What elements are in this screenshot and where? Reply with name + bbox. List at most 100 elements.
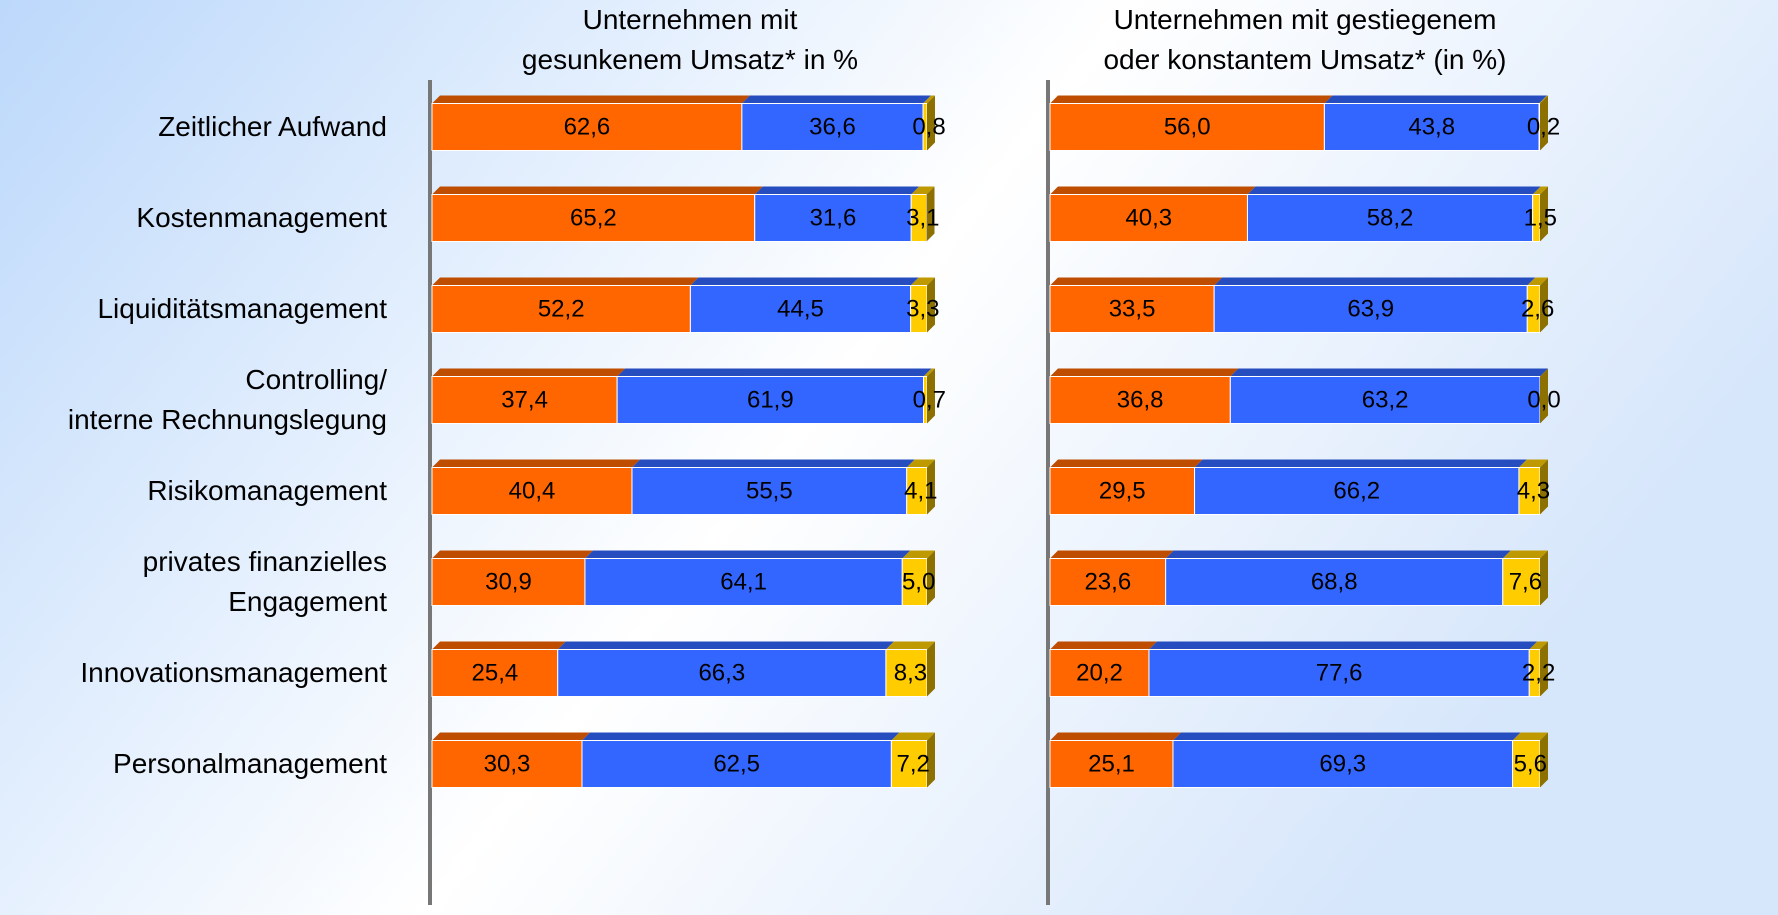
bar-top xyxy=(432,186,763,195)
bar-segment xyxy=(885,649,928,697)
bar-segment xyxy=(584,558,903,606)
bar-top xyxy=(891,732,935,741)
bar-segment xyxy=(754,194,912,242)
bar-segment xyxy=(616,376,925,424)
value-label: 33,5 xyxy=(1109,295,1156,322)
bar-top xyxy=(1050,186,1256,195)
bar-segment xyxy=(431,285,691,333)
value-label: 63,2 xyxy=(1362,386,1409,413)
bar-top xyxy=(432,459,640,468)
value-label: 0,0 xyxy=(1527,386,1560,413)
value-label: 20,2 xyxy=(1076,659,1123,686)
value-label: 1,5 xyxy=(1524,204,1557,231)
bar-segment xyxy=(1049,285,1215,333)
value-label: 69,3 xyxy=(1319,750,1366,777)
bar-segment xyxy=(1323,103,1540,151)
bar-top xyxy=(617,368,932,377)
category-label: Innovationsmanagement xyxy=(80,657,387,688)
bar-segment xyxy=(631,467,908,515)
value-label: 43,8 xyxy=(1408,113,1455,140)
bar-top xyxy=(902,550,935,559)
bar-segment xyxy=(1049,376,1231,424)
value-label: 58,2 xyxy=(1367,204,1414,231)
value-label: 36,8 xyxy=(1117,386,1164,413)
bar-top xyxy=(1502,550,1548,559)
bar-segment xyxy=(1049,558,1167,606)
value-label: 65,2 xyxy=(570,204,617,231)
value-label: 0,2 xyxy=(1527,113,1560,140)
bar-side xyxy=(927,368,935,424)
bar-top xyxy=(1172,732,1521,741)
value-label: 7,2 xyxy=(896,750,929,777)
category-label: Kostenmanagement xyxy=(136,202,387,233)
bar-top xyxy=(1194,459,1527,468)
bar-top xyxy=(1050,277,1223,286)
bar-segment xyxy=(1246,194,1534,242)
value-label: 63,9 xyxy=(1347,295,1394,322)
bar-side xyxy=(1540,277,1548,333)
bar-side xyxy=(927,95,935,151)
value-label: 40,3 xyxy=(1125,204,1172,231)
bar-side xyxy=(1540,641,1548,697)
value-label: 23,6 xyxy=(1084,568,1131,595)
value-label: 3,1 xyxy=(906,204,939,231)
bar-segment xyxy=(431,467,633,515)
bar-side xyxy=(927,641,935,697)
category-label: privates finanzielles Engagement xyxy=(143,546,388,617)
value-label: 0,8 xyxy=(912,113,945,140)
value-label: 7,6 xyxy=(1509,568,1542,595)
bar-top xyxy=(631,459,915,468)
bar-segment xyxy=(431,194,756,242)
bar-top xyxy=(885,641,935,650)
bar-segment xyxy=(1049,740,1174,788)
bar-top xyxy=(581,732,900,741)
value-label: 5,6 xyxy=(1514,750,1547,777)
value-label: 44,5 xyxy=(777,295,824,322)
value-label: 40,4 xyxy=(509,477,556,504)
bar-side xyxy=(1540,550,1548,606)
bar-top xyxy=(1324,95,1548,104)
bar-top xyxy=(1050,550,1174,559)
bar-side xyxy=(927,459,935,515)
bar-top xyxy=(432,95,750,104)
bar-side xyxy=(926,186,935,242)
value-label: 37,4 xyxy=(501,386,548,413)
value-label: 4,3 xyxy=(1517,477,1550,504)
bar-top xyxy=(1532,186,1548,195)
bar-top xyxy=(1165,550,1511,559)
bar-side xyxy=(927,550,935,606)
value-label: 56,0 xyxy=(1164,113,1211,140)
bar-top xyxy=(1527,277,1548,286)
value-label: 5,0 xyxy=(902,568,935,595)
value-label: 66,2 xyxy=(1333,477,1380,504)
value-label: 52,2 xyxy=(538,295,585,322)
value-label: 25,4 xyxy=(472,659,519,686)
category-label: Zeitlicher Aufwand xyxy=(158,111,387,142)
axis xyxy=(428,80,432,905)
bar-top xyxy=(432,277,699,286)
value-label: 66,3 xyxy=(698,659,745,686)
bar-top xyxy=(1518,459,1548,468)
bar-segment xyxy=(431,649,559,697)
value-label: 30,3 xyxy=(484,750,531,777)
value-label: 0,7 xyxy=(913,386,946,413)
value-label: 77,6 xyxy=(1316,659,1363,686)
panel-title: Unternehmen mit gestiegenem oder konstant… xyxy=(1103,4,1506,75)
bar-segment xyxy=(1213,285,1528,333)
value-label: 31,6 xyxy=(810,204,857,231)
bar-segment xyxy=(1165,558,1504,606)
value-label: 2,6 xyxy=(1521,295,1554,322)
bar-top xyxy=(432,732,590,741)
bar-segment xyxy=(581,740,892,788)
bar-top xyxy=(1050,95,1333,104)
value-label: 36,6 xyxy=(809,113,856,140)
bar-top xyxy=(1247,186,1541,195)
category-label: Liquiditätsmanagement xyxy=(97,293,387,324)
bar-side xyxy=(927,277,935,333)
bar-top xyxy=(432,641,566,650)
category-label: Personalmanagement xyxy=(113,748,387,779)
bar-segment xyxy=(431,740,583,788)
bar-top xyxy=(690,277,919,286)
bar-top xyxy=(584,550,911,559)
